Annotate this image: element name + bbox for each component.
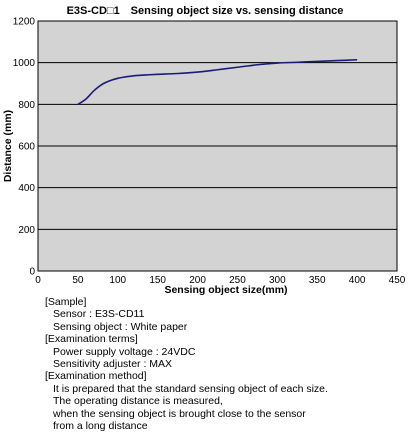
series-line-0 — [77, 58, 358, 106]
x-tick-label: 300 — [269, 275, 286, 286]
notes-item: It is prepared that the standard sensing… — [53, 382, 328, 395]
notes-item: from a long distance — [53, 419, 148, 432]
x-tick-labels: 0 50 100 150 200 250 300 350 400 450 — [35, 275, 406, 286]
grid-lines — [38, 62, 397, 230]
notes-item: The operating distance is measured, — [53, 395, 223, 408]
x-tick-label: 50 — [72, 275, 84, 286]
examination-notes: [Sample] Sensor : E3S-CD11 Sensing object … — [0, 296, 410, 432]
y-tick-label: 200 — [18, 225, 35, 236]
notes-item: Power supply voltage : 24VDC — [53, 345, 196, 358]
y-tick-labels: 0 200 400 600 800 1000 1200 — [13, 17, 36, 278]
notes-item: when the sensing object is brought close… — [53, 407, 306, 420]
x-tick-label: 250 — [229, 275, 246, 286]
x-tick-label: 400 — [349, 275, 366, 286]
y-tick-label: 600 — [18, 142, 35, 153]
x-tick-label: 100 — [109, 275, 126, 286]
notes-item: Sensing object : White paper — [53, 320, 188, 333]
x-tick-label: 200 — [189, 275, 206, 286]
x-tick-label: 350 — [309, 275, 326, 286]
chart: E3S-CD□1 Sensing object size vs. sensing… — [2, 5, 406, 296]
y-tick-label: 800 — [18, 100, 35, 111]
y-tick-label: 1000 — [13, 58, 36, 69]
notes-heading: [Examination terms] — [45, 333, 138, 346]
x-tick-label: 0 — [35, 275, 41, 286]
notes-item: Sensitivity adjuster : MAX — [53, 357, 173, 370]
notes-item: Sensor : E3S-CD11 — [53, 308, 145, 321]
chart-title: E3S-CD□1 Sensing object size vs. sensing… — [67, 5, 344, 17]
y-tick-label: 400 — [18, 183, 35, 194]
x-tick-label: 150 — [149, 275, 166, 286]
y-tick-label: 0 — [29, 267, 35, 278]
series-layer — [77, 58, 358, 106]
y-axis-label: Distance (mm) — [2, 110, 14, 182]
x-axis-label: Sensing object size(mm) — [164, 284, 287, 296]
x-tick-label: 450 — [389, 275, 406, 286]
y-tick-label: 1200 — [13, 17, 36, 28]
notes-heading: [Examination method] — [45, 370, 147, 383]
notes-heading: [Sample] — [45, 296, 87, 308]
